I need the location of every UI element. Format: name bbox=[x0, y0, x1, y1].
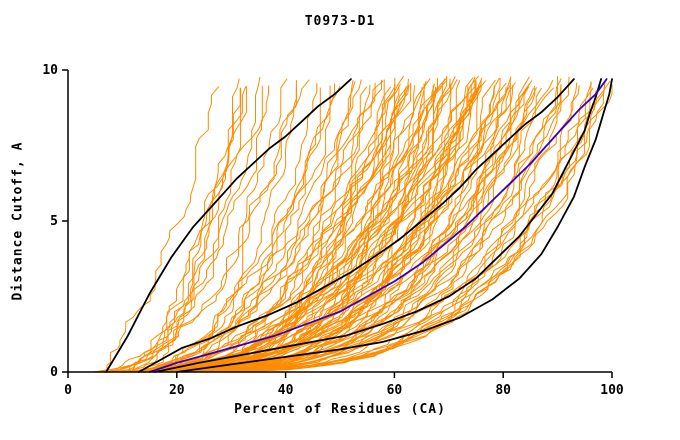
model-curve bbox=[134, 83, 606, 373]
model-curve bbox=[100, 83, 530, 373]
reference-curve-left bbox=[105, 78, 352, 373]
model-curve bbox=[140, 85, 580, 373]
model-curve bbox=[95, 80, 384, 373]
model-curve bbox=[122, 77, 500, 373]
model-curve bbox=[118, 82, 477, 373]
model-curve bbox=[122, 79, 382, 373]
x-tick-label: 0 bbox=[64, 383, 72, 398]
model-curve bbox=[98, 85, 263, 373]
model-curve bbox=[103, 86, 297, 373]
y-tick-label: 5 bbox=[50, 214, 58, 229]
model-curve bbox=[98, 76, 476, 373]
model-curve bbox=[96, 76, 456, 373]
model-curve bbox=[113, 85, 341, 373]
model-curve bbox=[132, 76, 570, 373]
reference-curve-right-1 bbox=[154, 78, 602, 373]
model-curve bbox=[106, 78, 562, 373]
model-curve bbox=[90, 81, 592, 373]
model-curve bbox=[132, 88, 241, 372]
model-curve bbox=[90, 87, 555, 373]
model-curve bbox=[135, 86, 368, 373]
reference-curve-right-2 bbox=[175, 78, 613, 373]
model-curve bbox=[126, 83, 318, 373]
x-tick-label: 100 bbox=[600, 383, 624, 398]
chart-title: T0973-D1 bbox=[304, 14, 376, 29]
model-curve bbox=[121, 77, 448, 373]
model-curve bbox=[93, 79, 458, 373]
model-curve bbox=[123, 87, 538, 373]
model-curve bbox=[100, 79, 310, 373]
x-axis-label: Percent of Residues (CA) bbox=[234, 402, 446, 417]
model-curve bbox=[102, 86, 247, 373]
model-curve bbox=[137, 80, 533, 373]
y-tick-label: 0 bbox=[50, 365, 58, 380]
model-curve bbox=[115, 82, 507, 373]
x-tick-label: 20 bbox=[169, 383, 185, 398]
x-tick-label: 40 bbox=[278, 383, 294, 398]
model-curve bbox=[124, 85, 407, 373]
model-curve bbox=[122, 77, 261, 373]
model-curve bbox=[139, 78, 240, 373]
model-curve bbox=[109, 80, 354, 373]
model-curve bbox=[118, 84, 562, 373]
model-curve bbox=[122, 80, 482, 373]
model-curve bbox=[98, 84, 511, 373]
model-curve bbox=[107, 82, 376, 373]
model-curve bbox=[108, 83, 335, 373]
model-curve bbox=[129, 85, 434, 373]
model-curve bbox=[120, 84, 562, 373]
model-curve bbox=[119, 87, 543, 373]
model-curve bbox=[140, 80, 297, 373]
reference-curve-middle bbox=[137, 78, 575, 373]
model-curve bbox=[103, 86, 392, 373]
model-curve bbox=[102, 82, 516, 373]
x-tick-label: 80 bbox=[495, 383, 511, 398]
model-curve bbox=[103, 83, 435, 373]
model-curve bbox=[115, 84, 410, 373]
x-tick-label: 60 bbox=[387, 383, 403, 398]
best-model-curve bbox=[148, 78, 608, 373]
model-curve bbox=[98, 86, 220, 373]
y-tick-label: 10 bbox=[42, 63, 58, 78]
model-curve bbox=[102, 78, 438, 373]
model-curve bbox=[124, 84, 371, 373]
